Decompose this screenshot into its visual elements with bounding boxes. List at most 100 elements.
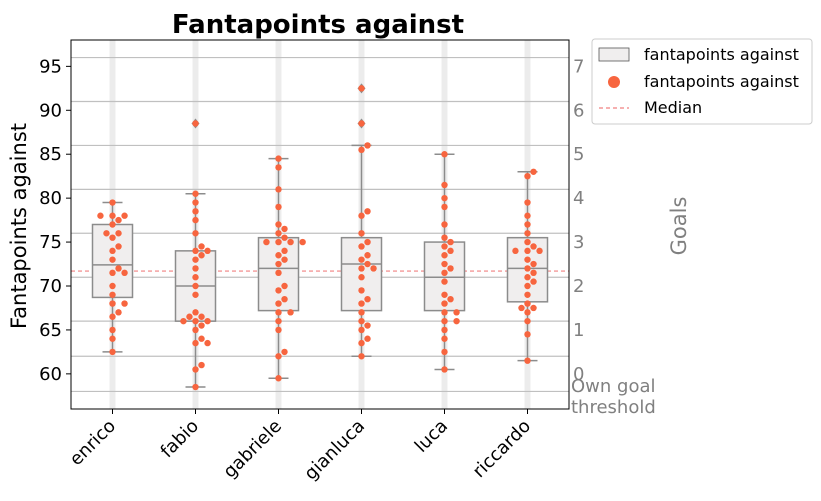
- data-point: [441, 243, 448, 250]
- y-tick-label: 70: [39, 276, 62, 297]
- data-point: [192, 274, 199, 281]
- goals-tick-label: 7: [573, 56, 584, 77]
- data-point: [275, 238, 282, 246]
- data-point: [281, 225, 288, 233]
- goals-tick-label: 5: [573, 144, 584, 165]
- data-point: [358, 317, 365, 325]
- goals-tick-label: 0: [573, 364, 584, 385]
- points-enrico: [97, 199, 128, 356]
- data-point: [364, 142, 371, 149]
- data-point: [192, 309, 199, 316]
- data-point: [358, 309, 365, 316]
- data-point: [441, 221, 448, 228]
- data-point: [192, 317, 199, 325]
- data-point: [441, 203, 448, 211]
- data-point: [109, 269, 116, 277]
- y-tick-label: 95: [39, 56, 62, 77]
- data-point: [281, 295, 288, 303]
- points: [97, 85, 543, 391]
- data-point: [441, 269, 448, 277]
- data-point: [275, 317, 282, 325]
- data-point: [192, 120, 199, 127]
- data-point: [524, 238, 531, 246]
- data-point: [192, 230, 199, 237]
- data-point: [453, 317, 460, 325]
- data-point: [198, 361, 205, 369]
- data-point: [358, 274, 365, 281]
- data-point: [109, 348, 116, 356]
- data-point: [441, 260, 448, 268]
- y-axis: 60 65 70 75 80 85 90 95: [39, 56, 71, 385]
- data-point: [524, 357, 531, 364]
- data-point: [441, 317, 448, 325]
- data-point: [275, 260, 282, 268]
- category-bands: [109, 40, 531, 409]
- goals-tick-label: 1: [573, 320, 584, 341]
- data-point: [115, 265, 122, 272]
- data-point: [198, 335, 205, 342]
- data-point: [364, 295, 371, 303]
- data-point: [204, 317, 211, 325]
- data-point: [109, 199, 116, 206]
- data-point: [192, 190, 199, 197]
- points-luca: [441, 151, 460, 373]
- goals-tick-label: 3: [573, 232, 584, 253]
- data-point: [441, 291, 448, 298]
- data-point: [441, 181, 448, 189]
- data-point: [109, 256, 116, 263]
- goal-lines: [71, 56, 569, 393]
- data-point: [524, 309, 531, 316]
- x-tick-label-luca: luca: [411, 416, 452, 457]
- data-point: [299, 238, 306, 246]
- data-point: [524, 265, 531, 272]
- data-point: [524, 291, 531, 298]
- data-point: [530, 243, 537, 250]
- x-axis: enrico fabio gabriele gianluca luca riccardo: [66, 409, 535, 484]
- data-point: [370, 265, 377, 272]
- data-point: [524, 256, 531, 263]
- data-point: [198, 243, 205, 250]
- data-point: [109, 326, 116, 334]
- data-point: [115, 230, 122, 237]
- data-point: [281, 234, 288, 241]
- data-point: [263, 238, 270, 246]
- data-point: [115, 309, 122, 316]
- legend-frame: [591, 38, 813, 125]
- data-point: [275, 300, 282, 307]
- data-point: [358, 326, 365, 334]
- data-point: [275, 269, 282, 277]
- data-point: [103, 230, 110, 237]
- data-point: [364, 260, 371, 268]
- data-point: [192, 339, 199, 347]
- data-point: [275, 287, 282, 294]
- data-point: [192, 282, 199, 290]
- data-point: [524, 247, 531, 255]
- legend-label-points: fantapoints against: [644, 72, 799, 91]
- data-point: [275, 309, 282, 316]
- data-point: [524, 172, 531, 180]
- data-point: [447, 238, 454, 246]
- data-point: [121, 212, 128, 219]
- data-point: [192, 291, 199, 298]
- data-point: [358, 120, 365, 127]
- data-point: [530, 278, 537, 285]
- y-tick-label: 60: [39, 364, 62, 385]
- legend-label-median: Median: [644, 98, 702, 117]
- data-point: [275, 221, 282, 228]
- data-point: [358, 256, 365, 263]
- y-tick-label: 90: [39, 100, 62, 121]
- data-point: [364, 238, 371, 246]
- x-tick-label-fabio: fabio: [156, 416, 203, 463]
- y-tick-label: 85: [39, 144, 62, 165]
- data-point: [358, 85, 365, 92]
- data-point: [192, 208, 199, 215]
- data-point: [121, 269, 128, 277]
- data-point: [287, 238, 294, 246]
- data-point: [97, 212, 104, 219]
- data-point: [198, 252, 205, 259]
- data-point: [524, 274, 531, 281]
- data-point: [281, 348, 288, 356]
- data-point: [121, 300, 128, 307]
- chart-title: Fantapoints against: [172, 10, 464, 40]
